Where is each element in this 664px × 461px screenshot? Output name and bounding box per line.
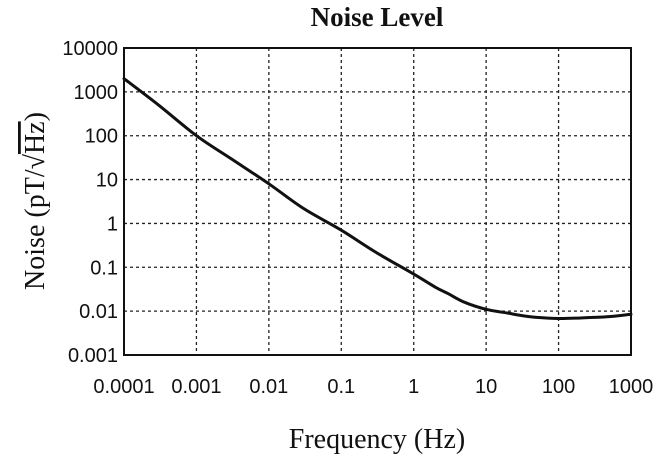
y-tick-labels: 0.001 0.01 0.1 1 10 100 1000 10000: [62, 38, 118, 367]
y-axis-sqrt-symbol: √: [20, 153, 51, 169]
x-tick-label: 1: [408, 376, 419, 398]
y-axis-title-close: ): [20, 112, 51, 121]
x-tick-label: 0.001: [171, 376, 221, 398]
y-tick-label: 1000: [74, 82, 119, 104]
y-axis-title-sqrt-unit: Hz: [20, 121, 51, 154]
y-axis-title-text: Noise (pT/√Hz): [20, 112, 51, 290]
y-axis-title: Noise (pT/√Hz): [20, 112, 51, 290]
x-tick-label: 0.0001: [93, 376, 154, 398]
x-tick-label: 10: [475, 376, 497, 398]
y-tick-label: 0.01: [79, 301, 118, 323]
x-tick-label: 100: [542, 376, 575, 398]
noise-series-line: [122, 77, 633, 320]
y-tick-label: 0.001: [68, 345, 118, 367]
y-tick-label: 10000: [62, 38, 118, 60]
x-tick-label: 0.01: [249, 376, 288, 398]
y-tick-label: 1: [107, 213, 118, 235]
y-axis-title-main: Noise (pT/: [20, 169, 51, 290]
chart-title: Noise Level: [311, 2, 444, 32]
y-tick-label: 100: [85, 126, 118, 148]
y-tick-label: 10: [96, 170, 118, 192]
x-axis-title: Frequency (Hz): [289, 424, 465, 455]
x-tick-label: 1000: [609, 376, 654, 398]
grid-lines: [124, 48, 631, 355]
x-tick-labels: 0.0001 0.001 0.01 0.1 1 10 100 1000: [93, 376, 653, 398]
series-layer: [122, 77, 633, 320]
y-tick-label: 0.1: [90, 257, 118, 279]
plot-area-frame: [123, 47, 632, 356]
x-tick-label: 0.1: [327, 376, 355, 398]
